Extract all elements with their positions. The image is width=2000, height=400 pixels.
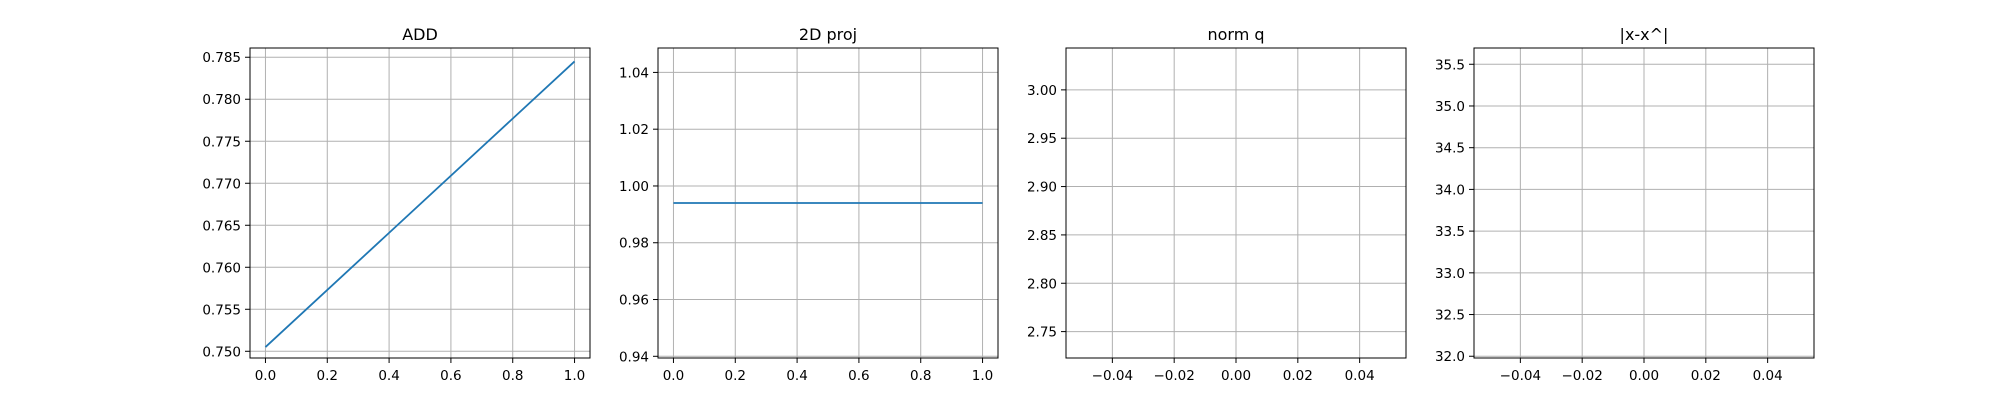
x-tick-label: 0.8 — [910, 368, 931, 384]
y-tick-label: 0.94 — [619, 349, 649, 365]
axes-frame — [249, 47, 591, 359]
subplot-1: 0.0 0.2 0.4 0.6 0.8 1.0 0.750 0.755 0.760 0.765 0.… — [202, 25, 591, 384]
x-tick-label: 0.04 — [1753, 368, 1783, 384]
x-tick-label: 0.4 — [786, 368, 807, 384]
x-tick-label: 0.0 — [255, 368, 276, 384]
y-tick-label: 0.750 — [202, 344, 241, 360]
x-tick-label: 0.8 — [502, 368, 523, 384]
y-tick-label: 0.785 — [202, 50, 241, 66]
x-tick-label: 0.6 — [440, 368, 461, 384]
y-tick-label: 0.775 — [202, 134, 241, 150]
y-tick-label: 2.95 — [1027, 131, 1057, 147]
subplot-2: 0.0 0.2 0.4 0.6 0.8 1.0 0.94 0.96 0.98 1.00 1.02 1.… — [619, 25, 999, 384]
x-tick-label: −0.04 — [1092, 368, 1133, 384]
subplot-4: −0.04 −0.02 0.00 0.02 0.04 32.0 32.5 33.0 33.5 34… — [1435, 25, 1815, 384]
x-tick-label: −0.02 — [1561, 368, 1602, 384]
y-tick-label: 0.96 — [619, 293, 649, 309]
y-tick-label: 0.780 — [202, 92, 241, 108]
x-tick-label: 0.02 — [1691, 368, 1721, 384]
y-tick-label: 2.90 — [1027, 180, 1057, 196]
subplots: 0.0 0.2 0.4 0.6 0.8 1.0 0.750 0.755 0.760 0.765 0.… — [202, 25, 1815, 384]
x-tick-label: −0.02 — [1153, 368, 1194, 384]
y-tick-label: 32.5 — [1435, 308, 1465, 324]
subplot-title: norm q — [1207, 25, 1264, 44]
y-tick-label: 2.75 — [1027, 325, 1057, 341]
x-tick-label: 1.0 — [972, 368, 993, 384]
axes-frame — [657, 47, 999, 359]
y-tick-label: 35.0 — [1435, 99, 1465, 115]
x-tick-label: 0.4 — [378, 368, 399, 384]
x-tick-label: 0.6 — [848, 368, 869, 384]
y-tick-label: 2.80 — [1027, 276, 1057, 292]
y-tick-label: 0.755 — [202, 302, 241, 318]
y-tick-label: 0.770 — [202, 176, 241, 192]
y-tick-label: 33.0 — [1435, 266, 1465, 282]
y-tick-label: 0.760 — [202, 260, 241, 276]
x-tick-label: 1.0 — [564, 368, 585, 384]
y-tick-label: 33.5 — [1435, 224, 1465, 240]
y-tick-label: 34.0 — [1435, 182, 1465, 198]
y-tick-label: 3.00 — [1027, 83, 1057, 99]
y-tick-label: 1.00 — [619, 179, 649, 195]
y-tick-label: 35.5 — [1435, 57, 1465, 73]
x-tick-label: 0.2 — [317, 368, 338, 384]
x-tick-label: 0.0 — [663, 368, 684, 384]
y-tick-label: 34.5 — [1435, 141, 1465, 157]
subplot-3: −0.04 −0.02 0.00 0.02 0.04 2.75 2.80 2.85 2.90 2.… — [1027, 25, 1407, 384]
y-tick-label: 2.85 — [1027, 228, 1057, 244]
y-tick-label: 1.02 — [619, 122, 649, 138]
x-tick-label: 0.2 — [725, 368, 746, 384]
subplot-title: ADD — [402, 25, 438, 44]
y-tick-label: 0.765 — [202, 218, 241, 234]
x-tick-label: −0.04 — [1500, 368, 1541, 384]
y-tick-label: 1.04 — [619, 65, 649, 81]
series-line — [264, 60, 576, 348]
subplot-title: 2D proj — [799, 25, 857, 44]
y-tick-label: 0.98 — [619, 236, 649, 252]
x-tick-label: 0.02 — [1283, 368, 1313, 384]
x-tick-label: 0.04 — [1345, 368, 1375, 384]
subplot-title: |x-x^| — [1620, 25, 1669, 44]
x-tick-label: 0.00 — [1221, 368, 1251, 384]
y-tick-label: 32.0 — [1435, 349, 1465, 365]
x-tick-label: 0.00 — [1629, 368, 1659, 384]
